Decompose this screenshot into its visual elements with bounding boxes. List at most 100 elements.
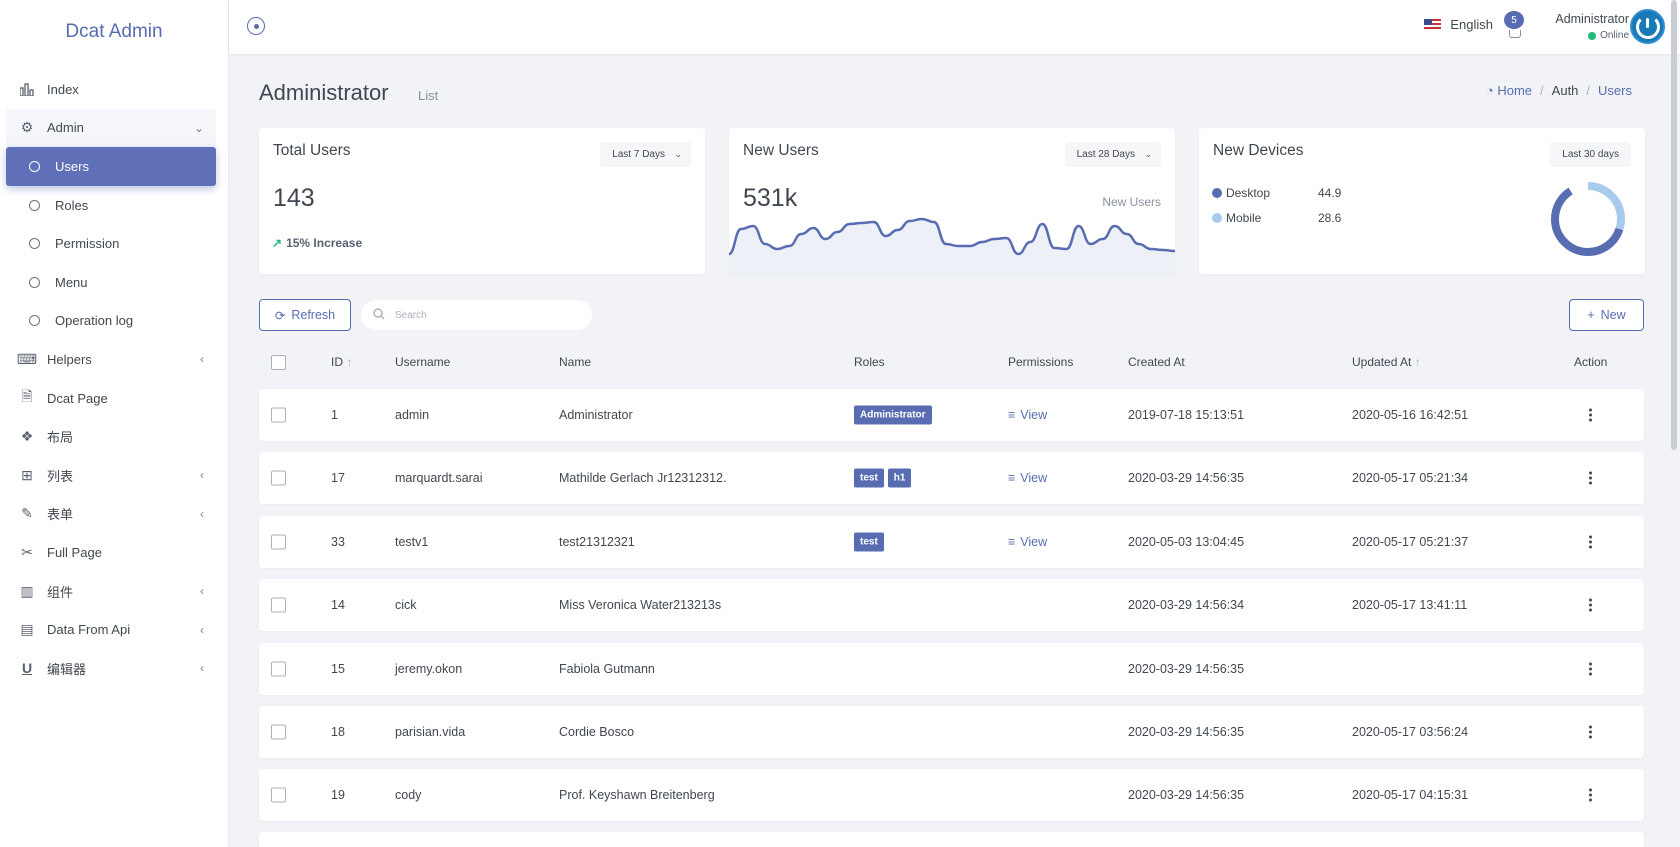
building-icon: ▥ xyxy=(20,582,34,599)
permissions-view-link[interactable]: ≡ View xyxy=(1008,408,1048,422)
grid-icon: ⊞ xyxy=(21,466,33,483)
scrollbar[interactable] xyxy=(1671,0,1677,450)
sidebar-item-label: 编辑器 xyxy=(47,661,87,677)
table-header: ID ↑ Username Name Roles Permissions Cre… xyxy=(259,348,1644,376)
cell-id: 1 xyxy=(331,408,338,422)
circle-icon xyxy=(26,274,42,290)
cell-name: Administrator xyxy=(559,408,633,422)
sidebar-item-full-page[interactable]: ✂ Full Page xyxy=(6,533,216,572)
select-all-checkbox[interactable] xyxy=(271,355,286,370)
row-actions-menu-icon[interactable] xyxy=(1588,662,1592,676)
breadcrumb: ◔ Home / Auth / Users xyxy=(1486,83,1632,98)
row-actions-menu-icon[interactable] xyxy=(1588,598,1592,612)
row-checkbox[interactable] xyxy=(271,787,286,803)
sidebar-item-editor[interactable]: U 编辑器 ‹ xyxy=(6,649,216,688)
circle-icon xyxy=(26,158,42,174)
range-dropdown[interactable]: Last 7 Days ⌄ xyxy=(600,142,691,167)
table-row[interactable]: 33 testv1 test21312321 test ≡ View 2020-0… xyxy=(259,515,1644,568)
row-actions-menu-icon[interactable] xyxy=(1588,408,1592,422)
cell-name: Cordie Bosco xyxy=(559,725,635,739)
increase-stat: ↗ 15% Increase xyxy=(272,236,362,250)
trending-up-icon: ↗ xyxy=(272,236,283,250)
row-actions-menu-icon[interactable] xyxy=(1588,788,1592,802)
table-row-partial xyxy=(259,832,1644,847)
cell-id: 19 xyxy=(331,788,345,803)
plus-icon: + xyxy=(1587,308,1595,322)
row-checkbox[interactable] xyxy=(271,724,286,740)
range-label: Last 7 Days xyxy=(612,149,665,160)
table-row[interactable]: 15 jeremy.okon Fabiola Gutmann 2020-03-2… xyxy=(259,642,1644,695)
table-row[interactable]: 1 admin Administrator Administrator ≡ Vie… xyxy=(259,389,1644,441)
sidebar-item-label: Index xyxy=(47,81,79,97)
cell-id: 15 xyxy=(331,661,345,676)
row-actions-menu-icon[interactable] xyxy=(1588,535,1592,549)
user-name[interactable]: Administrator xyxy=(1555,12,1629,26)
card-title: New Users xyxy=(743,142,819,159)
search-input[interactable]: Search xyxy=(361,300,592,330)
row-checkbox[interactable] xyxy=(271,597,286,613)
sidebar-item-form[interactable]: ✎ 表单 ‹ xyxy=(6,495,216,534)
range-dropdown[interactable]: Last 28 Days ⌄ xyxy=(1064,142,1161,167)
sidebar-item-roles[interactable]: Roles xyxy=(6,186,216,225)
chevron-left-icon: ‹ xyxy=(200,468,204,483)
sidebar-item-index[interactable]: Index xyxy=(6,70,216,109)
column-action: Action xyxy=(1574,355,1608,369)
column-id[interactable]: ID ↑ xyxy=(331,355,353,369)
row-actions-menu-icon[interactable] xyxy=(1588,471,1592,485)
sidebar-item-label: Users xyxy=(55,158,89,174)
legend-swatch xyxy=(1212,213,1222,223)
permissions-view-link[interactable]: ≡ View xyxy=(1008,471,1048,486)
brand-logo[interactable]: Dcat Admin xyxy=(65,21,163,42)
row-actions-menu-icon[interactable] xyxy=(1588,725,1592,739)
language-selector[interactable]: English xyxy=(1424,17,1493,32)
sidebar-item-layout[interactable]: ❖ 布局 xyxy=(6,417,216,456)
sidebar: Dcat Admin Index ⚙ Admin ⌄ Users Roles P… xyxy=(0,0,229,847)
devices-donut-chart xyxy=(1551,182,1625,256)
language-label: English xyxy=(1450,17,1493,32)
total-users-value: 143 xyxy=(273,184,315,212)
row-checkbox[interactable] xyxy=(271,534,286,550)
sidebar-item-helpers[interactable]: ⌨ Helpers ‹ xyxy=(6,340,216,379)
legend-swatch xyxy=(1212,188,1222,198)
sidebar-item-components[interactable]: ▥ 组件 ‹ xyxy=(6,572,216,611)
sidebar-toggle-icon[interactable] xyxy=(247,17,265,35)
range-dropdown[interactable]: Last 30 days xyxy=(1550,142,1631,167)
legend-value: 28.6 xyxy=(1318,211,1342,225)
sidebar-item-users[interactable]: Users xyxy=(6,147,216,186)
sidebar-item-label: 布局 xyxy=(47,430,74,446)
new-button[interactable]: + New xyxy=(1569,299,1644,331)
permissions-view-link[interactable]: ≡ View xyxy=(1008,534,1048,549)
sidebar-item-label: 表单 xyxy=(47,507,74,523)
sidebar-item-label: Admin xyxy=(47,120,84,136)
sidebar-item-label: Operation log xyxy=(55,313,134,329)
bar-chart-icon xyxy=(19,81,35,97)
row-checkbox[interactable] xyxy=(271,407,286,423)
breadcrumb-home[interactable]: ◔ Home xyxy=(1485,83,1533,98)
sidebar-item-dcat-page[interactable]: 🗎 Dcat Page xyxy=(6,379,216,418)
sidebar-item-data-from-api[interactable]: ▤ Data From Api ‹ xyxy=(6,610,216,649)
user-status: Online xyxy=(1588,30,1629,41)
sidebar-item-list[interactable]: ⊞ 列表 ‹ xyxy=(6,456,216,495)
circle-icon xyxy=(26,236,42,252)
list-icon: ≡ xyxy=(1008,408,1016,422)
sidebar-item-operation-log[interactable]: Operation log xyxy=(6,302,216,341)
table-row[interactable]: 14 cick Miss Veronica Water213213s 2020-… xyxy=(259,579,1644,632)
refresh-button[interactable]: ⟳ Refresh xyxy=(259,299,351,331)
sidebar-item-permission[interactable]: Permission xyxy=(6,224,216,263)
sidebar-item-admin[interactable]: ⚙ Admin ⌄ xyxy=(6,108,216,148)
sidebar-item-label: Dcat Page xyxy=(47,390,108,406)
notification-bell-icon[interactable]: 5 xyxy=(1504,11,1525,38)
cell-name: Mathilde Gerlach Jr12312312. xyxy=(559,471,727,486)
table-row[interactable]: 18 parisian.vida Cordie Bosco 2020-03-29… xyxy=(259,706,1644,758)
row-checkbox[interactable] xyxy=(271,661,286,677)
sidebar-item-menu[interactable]: Menu xyxy=(6,263,216,302)
table-row[interactable]: 19 cody Prof. Keyshawn Breitenberg 2020-… xyxy=(259,769,1644,822)
cell-created-at: 2020-03-29 14:56:35 xyxy=(1128,661,1245,676)
cell-roles: Administrator xyxy=(854,405,936,425)
sort-arrow-icon: ↑ xyxy=(1414,355,1421,369)
avatar[interactable] xyxy=(1630,9,1665,44)
column-updated-at[interactable]: Updated At ↑ xyxy=(1352,355,1421,369)
column-username: Username xyxy=(395,355,451,369)
table-row[interactable]: 17 marquardt.sarai Mathilde Gerlach Jr12… xyxy=(259,452,1644,505)
row-checkbox[interactable] xyxy=(271,470,286,486)
